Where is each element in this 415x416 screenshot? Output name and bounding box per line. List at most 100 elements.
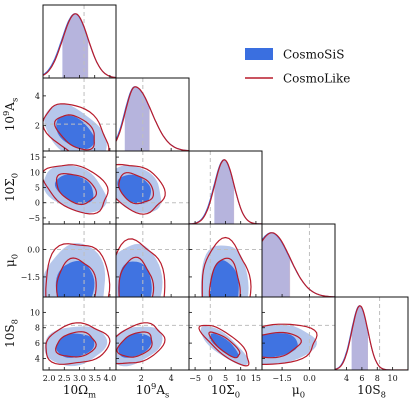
panel-om-om bbox=[42, 4, 117, 79]
cosmosis-68-contour bbox=[209, 333, 239, 358]
cosmosis-68-band bbox=[62, 13, 88, 78]
x-tick-label: 10 bbox=[236, 374, 246, 383]
panel-content bbox=[262, 297, 335, 370]
cosmolike-95-contour bbox=[116, 238, 166, 297]
cosmolike-68-contour bbox=[53, 114, 95, 151]
panel-s8-om: 2.0 2.5 3.0 3.5 4.0 4 6 8 10 bbox=[30, 296, 117, 383]
panel-content bbox=[43, 5, 116, 78]
cosmolike-68-contour bbox=[116, 331, 153, 358]
x-tick-label: 4.0 bbox=[104, 374, 117, 383]
panel-content bbox=[116, 78, 189, 151]
cosmolike-95-contour bbox=[201, 236, 252, 297]
y-tick-label: 4 bbox=[35, 92, 40, 101]
cosmolike-pdf bbox=[116, 86, 189, 151]
cosmolike-68-contour bbox=[208, 331, 241, 359]
panel-content bbox=[189, 297, 262, 370]
panel-s8-sig: −5 0 5 10 15 bbox=[188, 296, 263, 383]
legend-swatch-filled bbox=[245, 48, 273, 60]
y-tick-label: 6 bbox=[35, 339, 40, 348]
cosmolike-68-contour bbox=[55, 172, 97, 206]
panel-content bbox=[189, 151, 262, 224]
cosmosis-68-contour bbox=[262, 333, 298, 358]
y-tick-label: −1.5 bbox=[21, 273, 40, 282]
cosmolike-95-contour bbox=[198, 324, 250, 367]
x-tick-label: 10 bbox=[388, 374, 398, 383]
panel-sig-om: −5 0 5 10 15 bbox=[28, 150, 117, 225]
panel-content bbox=[189, 224, 262, 297]
x-tick-label: 15 bbox=[251, 374, 261, 383]
cosmolike-68-contour bbox=[118, 256, 155, 297]
panel-as-om: 24 bbox=[35, 77, 117, 152]
panel-content bbox=[116, 151, 189, 224]
x-tick-label: 2.0 bbox=[43, 374, 56, 383]
x-tick-label: 0.0 bbox=[303, 374, 316, 383]
panel-sig-as bbox=[115, 150, 190, 225]
y-tick-label: 2 bbox=[35, 122, 40, 131]
x-axis-label-s8: 10S8 bbox=[357, 383, 386, 400]
cosmosis-68-contour bbox=[55, 260, 95, 297]
x-tick-label: 2 bbox=[139, 374, 144, 383]
y-tick-label: 8 bbox=[35, 324, 40, 333]
panel-sig-sig bbox=[188, 150, 263, 225]
cosmosis-68-contour bbox=[56, 333, 95, 358]
y-tick-label: 10 bbox=[30, 308, 40, 317]
cosmolike-95-contour bbox=[116, 163, 166, 215]
cosmolike-68-contour bbox=[55, 331, 97, 358]
y-tick-label: 4 bbox=[35, 354, 40, 363]
panel-content bbox=[335, 297, 408, 370]
x-tick-label: 4 bbox=[344, 374, 349, 383]
x-tick-label: 6 bbox=[359, 374, 364, 383]
cosmolike-pdf bbox=[262, 232, 335, 297]
panel-mu-as bbox=[115, 223, 190, 298]
panel-content bbox=[43, 151, 116, 224]
panel-content bbox=[116, 297, 189, 370]
cosmosis-68-contour bbox=[118, 261, 152, 297]
panel-as-as bbox=[115, 77, 190, 152]
y-tick-label: 15 bbox=[30, 153, 40, 162]
cosmosis-68-contour bbox=[209, 260, 239, 297]
y-axis-label-sig: 10Σ0 bbox=[3, 173, 20, 202]
cosmolike-pdf bbox=[189, 159, 262, 224]
y-axis-label-as: 109As bbox=[1, 98, 19, 132]
cosmolike-68-contour bbox=[262, 331, 302, 359]
cosmolike-95-contour bbox=[262, 323, 318, 365]
x-tick-label: 3.0 bbox=[73, 374, 86, 383]
panel-mu-mu bbox=[261, 223, 336, 298]
panel-frame bbox=[334, 296, 409, 371]
panel-content bbox=[43, 224, 116, 297]
panel-s8-s8: 4 6 8 10 bbox=[334, 296, 409, 383]
x-tick-label: −1.5 bbox=[272, 374, 291, 383]
x-tick-label: 3.5 bbox=[88, 374, 101, 383]
cosmolike-95-contour bbox=[43, 103, 110, 151]
cosmosis-68-band bbox=[351, 305, 368, 370]
legend: CosmoSiS CosmoLike bbox=[245, 48, 350, 86]
x-tick-label: 0 bbox=[208, 374, 213, 383]
panel-s8-mu: −1.5 0.0 bbox=[261, 296, 336, 383]
cosmolike-pdf bbox=[335, 305, 408, 370]
cosmosis-68-contour bbox=[118, 333, 152, 358]
x-axis-label-mu: μ0 bbox=[292, 383, 305, 400]
y-tick-label: 10 bbox=[30, 168, 40, 177]
cosmosis-68-band bbox=[214, 159, 234, 224]
x-axis-label-as: 109As bbox=[136, 381, 170, 399]
cosmolike-pdf bbox=[43, 13, 116, 78]
panel-content bbox=[262, 224, 335, 297]
panel-mu-om: −1.5 0.0 bbox=[21, 223, 117, 298]
x-tick-label: 4 bbox=[169, 374, 174, 383]
x-tick-label: 8 bbox=[375, 374, 380, 383]
cosmolike-95-contour bbox=[45, 243, 111, 297]
cosmosis-pdf bbox=[335, 305, 408, 370]
x-tick-label: 5 bbox=[223, 374, 228, 383]
x-tick-label: −5 bbox=[189, 374, 201, 383]
panel-content bbox=[116, 224, 189, 297]
cosmolike-95-contour bbox=[43, 164, 109, 215]
cosmolike-68-contour bbox=[208, 257, 241, 297]
panel-content bbox=[43, 297, 116, 370]
cosmolike-95-contour bbox=[116, 322, 166, 365]
x-axis-label-sig: 10Σ0 bbox=[211, 383, 240, 400]
x-tick-label: 2.5 bbox=[58, 374, 71, 383]
legend-label: CosmoLike bbox=[283, 72, 350, 86]
panel-frame bbox=[188, 296, 263, 371]
y-tick-label: 0.0 bbox=[27, 246, 40, 255]
